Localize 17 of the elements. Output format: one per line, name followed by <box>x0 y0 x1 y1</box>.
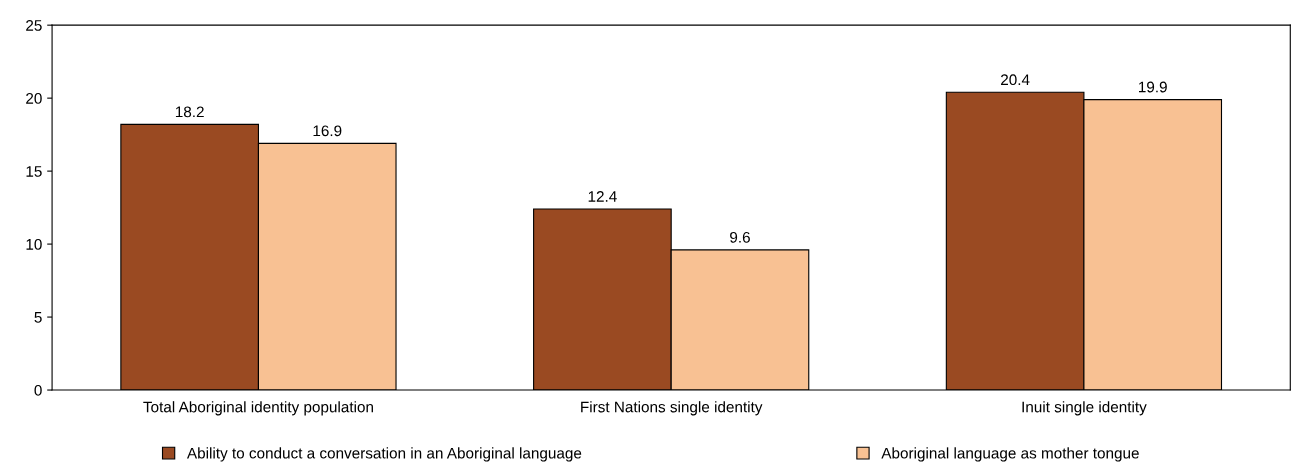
y-tick-label: 0 <box>34 384 42 396</box>
legend-label: Ability to conduct a conversation in an Aboriginal language <box>186 447 582 462</box>
data-label: 19.9 <box>1139 81 1167 93</box>
x-tick-label: First Nations single identity <box>581 401 763 416</box>
data-label: 9.6 <box>730 231 750 243</box>
y-tick-label: 5 <box>34 312 42 323</box>
data-label: 20.4 <box>1001 74 1030 86</box>
data-label: 18.2 <box>175 106 204 118</box>
y-tick-label: 15 <box>26 166 42 177</box>
x-tick-label: Total Aboriginal identity population <box>143 401 373 416</box>
y-tick-label: 25 <box>26 20 42 31</box>
y-tick-label: 20 <box>26 93 42 104</box>
y-tick-label: 10 <box>26 238 42 250</box>
x-tick-label: Inuit single identity <box>1022 401 1147 416</box>
data-label: 12.4 <box>588 191 617 202</box>
legend-label: Aboriginal language as mother tongue <box>881 447 1139 462</box>
data-label: 16.9 <box>313 125 342 137</box>
